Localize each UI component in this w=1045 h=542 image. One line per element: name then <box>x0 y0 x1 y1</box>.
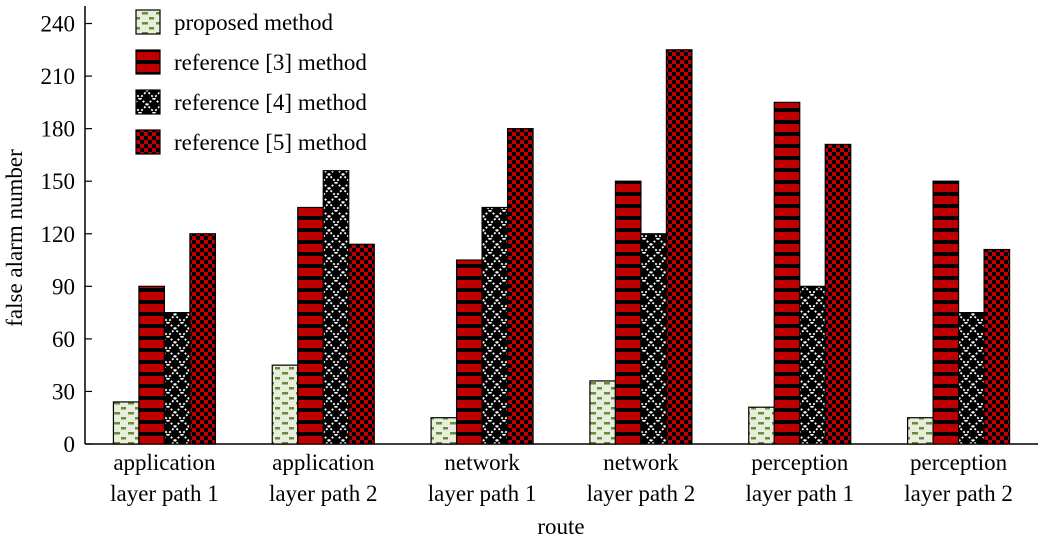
x-tick-label: perception <box>751 450 849 475</box>
bar <box>957 312 985 445</box>
bar <box>271 364 299 445</box>
y-tick-label: 180 <box>41 117 76 142</box>
bar <box>665 49 693 445</box>
bar <box>348 243 375 445</box>
legend-label: reference [5] method <box>174 130 367 155</box>
bar <box>773 101 801 445</box>
x-tick-label: layer path 2 <box>587 481 696 506</box>
legend-swatch <box>135 49 161 75</box>
y-tick-label: 240 <box>41 12 76 37</box>
axes <box>84 6 1038 445</box>
bar <box>138 285 166 445</box>
bar <box>189 233 217 445</box>
legend-swatch <box>135 9 161 35</box>
x-tick-label: network <box>444 450 520 475</box>
y-tick-label: 60 <box>52 327 75 352</box>
bar <box>322 170 350 445</box>
bar <box>481 206 509 445</box>
y-tick-label: 0 <box>64 432 76 457</box>
bars <box>112 49 1011 445</box>
y-tick-label: 30 <box>52 379 75 404</box>
legend-label: proposed method <box>174 10 334 35</box>
bar <box>112 401 140 445</box>
y-tick-label: 120 <box>41 222 76 247</box>
legend-label: reference [3] method <box>174 50 367 75</box>
bar <box>614 180 642 445</box>
x-tick-label: layer path 2 <box>269 481 378 506</box>
x-tick-labels: application layer path 1 application layer … <box>110 450 1013 506</box>
bar <box>506 128 534 445</box>
y-tick-label: 90 <box>52 274 75 299</box>
x-tick-label: application <box>113 450 216 475</box>
legend: proposed method reference [3] method refer… <box>135 9 367 155</box>
bar <box>824 143 852 445</box>
bar <box>748 406 775 445</box>
x-tick-label: layer path 1 <box>428 481 537 506</box>
y-axis-title: false alarm number <box>2 149 27 327</box>
y-ticks: 0 30 60 90 120 150 180 210 240 <box>41 12 92 457</box>
bar <box>906 417 934 445</box>
y-tick-label: 150 <box>41 169 76 194</box>
x-tick-label: layer path 1 <box>110 481 219 506</box>
y-tick-label: 210 <box>41 64 76 89</box>
bar <box>297 206 324 445</box>
x-tick-label: perception <box>910 450 1008 475</box>
legend-swatch <box>135 89 161 115</box>
x-tick-label: layer path 2 <box>904 481 1013 506</box>
bar <box>799 285 826 445</box>
x-tick-label: application <box>272 450 375 475</box>
x-tick-label: layer path 1 <box>745 481 854 506</box>
bar <box>589 380 617 445</box>
bar <box>983 248 1011 445</box>
bar <box>640 233 668 445</box>
legend-swatch <box>135 129 161 155</box>
x-tick-label: network <box>603 450 679 475</box>
x-axis-title: route <box>537 514 584 539</box>
bar <box>932 180 960 445</box>
bar <box>455 259 483 445</box>
legend-label: reference [4] method <box>174 90 367 115</box>
bar <box>430 417 458 445</box>
bar <box>163 312 191 445</box>
